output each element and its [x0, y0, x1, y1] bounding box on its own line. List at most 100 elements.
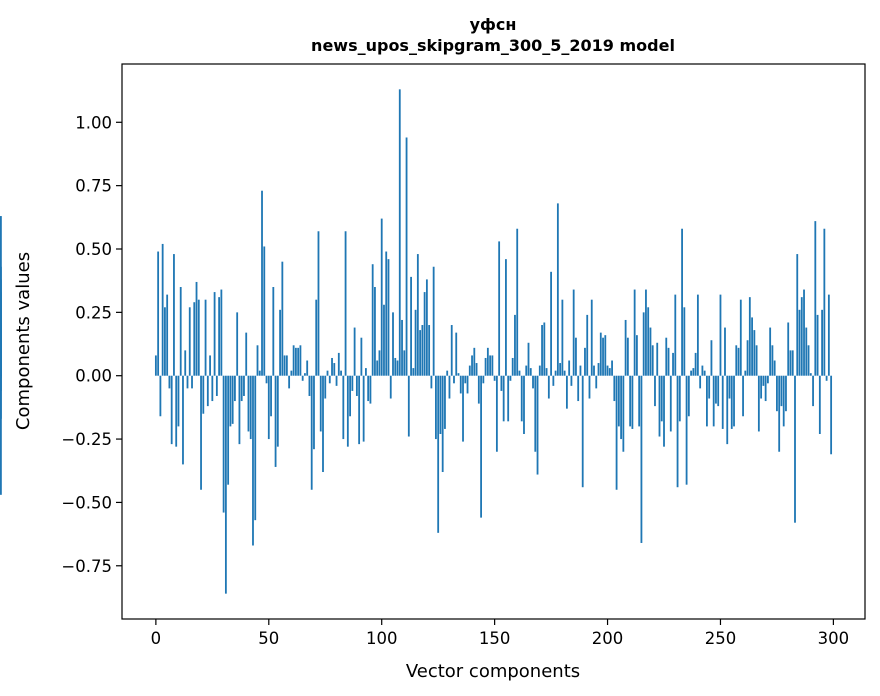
bar-21: [202, 375, 205, 414]
bar-182: [565, 375, 568, 409]
bar-49: [265, 375, 268, 384]
bar-48: [263, 246, 266, 376]
bar-234: [683, 307, 686, 376]
bar-35: [234, 375, 236, 402]
bar-288: [805, 327, 808, 376]
bar-241: [699, 375, 702, 389]
bar-143: [477, 375, 480, 404]
bar-169: [536, 375, 539, 475]
bar-33: [229, 375, 232, 427]
bar-57: [283, 355, 286, 376]
bar-79: [333, 363, 336, 376]
bar-140: [471, 355, 473, 376]
bar-58: [285, 355, 288, 376]
bar-44: [254, 375, 257, 521]
bar-262: [746, 340, 749, 376]
bar-261: [744, 370, 747, 376]
bar-277: [780, 375, 783, 407]
bar-132: [453, 375, 455, 384]
bar-272: [769, 327, 772, 376]
bar-222: [656, 342, 659, 376]
bar-74: [322, 375, 324, 473]
y-tick-label: 1.00: [75, 113, 112, 132]
x-tick-label: 100: [366, 629, 398, 648]
bar-149: [491, 355, 494, 376]
bar-212: [633, 289, 636, 376]
bar-130: [448, 375, 451, 399]
bar-153: [500, 375, 503, 391]
bar-100: [380, 218, 383, 376]
bar-39: [243, 375, 245, 396]
bar-146: [484, 357, 487, 376]
bar-119: [423, 292, 426, 376]
bar-107: [396, 360, 399, 376]
bar-189: [581, 375, 584, 488]
bar-125: [437, 375, 440, 533]
bar-197: [599, 332, 602, 376]
bar-87: [351, 375, 354, 391]
bar-264: [751, 317, 753, 376]
bar-256: [733, 375, 735, 427]
bar-63: [297, 347, 300, 376]
bar-267: [757, 375, 760, 432]
bar-62: [294, 347, 297, 376]
bar-115: [414, 309, 417, 376]
bar-265: [753, 330, 756, 376]
bar-225: [663, 375, 665, 447]
bar-114: [412, 368, 415, 376]
bar-252: [724, 327, 726, 376]
bar-8: [173, 254, 175, 376]
bar-248: [715, 375, 717, 404]
bar-183: [568, 360, 571, 376]
bar-31: [224, 375, 227, 594]
bar-56: [281, 261, 284, 376]
bar-174: [547, 375, 550, 399]
bar-29: [220, 289, 223, 376]
bar-118: [421, 325, 424, 376]
bar-162: [520, 375, 523, 422]
bar-207: [622, 375, 625, 452]
bar-145: [482, 375, 485, 384]
bar-103: [387, 259, 390, 376]
x-tick-label: 50: [258, 629, 279, 648]
bar-230: [674, 294, 677, 376]
bar-219: [649, 327, 652, 376]
bar-undefined: [0, 375, 2, 495]
bar-226: [665, 337, 668, 376]
bar-70: [313, 375, 315, 450]
bar-187: [577, 375, 580, 402]
bar-229: [672, 352, 674, 376]
bar-286: [800, 297, 803, 376]
bar-131: [450, 325, 453, 376]
bar-198: [602, 337, 604, 376]
bar-1: [157, 251, 160, 376]
bar-28: [218, 297, 221, 376]
bar-295: [821, 309, 823, 376]
bar-82: [340, 370, 342, 376]
bar-148: [489, 355, 492, 376]
bar-77: [328, 375, 331, 384]
bar-95: [369, 375, 372, 404]
bar-192: [588, 375, 591, 399]
bar-269: [762, 375, 765, 386]
bar-235: [685, 375, 688, 485]
bar-287: [803, 289, 805, 376]
bar-259: [739, 299, 742, 376]
bar-161: [518, 370, 521, 376]
bar-127: [441, 375, 444, 473]
bar-38: [240, 375, 243, 402]
bar-215: [640, 375, 643, 543]
x-axis-label: Vector components: [406, 661, 580, 682]
bar-147: [486, 347, 489, 376]
bar-99: [378, 350, 381, 376]
bar-232: [678, 375, 681, 422]
bar-159: [514, 314, 516, 376]
bar-102: [385, 251, 388, 376]
x-tick-label: 150: [479, 629, 511, 648]
bar-283: [794, 375, 796, 523]
bar-273: [771, 345, 774, 376]
bar-32: [227, 375, 230, 485]
bar-157: [509, 375, 512, 381]
bar-36: [236, 312, 239, 376]
bar-244: [706, 375, 708, 427]
